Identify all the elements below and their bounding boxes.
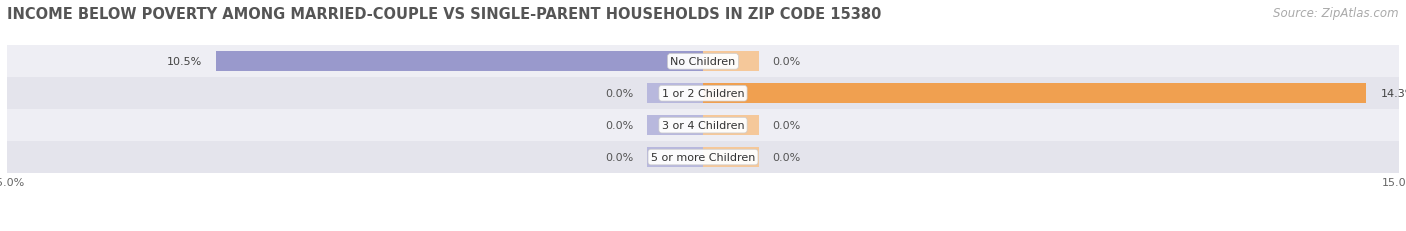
Text: INCOME BELOW POVERTY AMONG MARRIED-COUPLE VS SINGLE-PARENT HOUSEHOLDS IN ZIP COD: INCOME BELOW POVERTY AMONG MARRIED-COUPL… (7, 7, 882, 22)
Text: 3 or 4 Children: 3 or 4 Children (662, 121, 744, 131)
Bar (703, 84, 1367, 104)
Bar (703, 148, 759, 167)
Text: 0.0%: 0.0% (605, 121, 633, 131)
Bar (647, 84, 703, 104)
Bar (703, 52, 759, 72)
Bar (7, 78, 1399, 110)
Bar (217, 52, 703, 72)
Bar (703, 116, 759, 135)
Text: 10.5%: 10.5% (167, 57, 202, 67)
Bar (7, 141, 1399, 173)
Text: 0.0%: 0.0% (773, 152, 801, 162)
Bar (647, 148, 703, 167)
Text: 14.3%: 14.3% (1381, 89, 1406, 99)
Text: 0.0%: 0.0% (773, 121, 801, 131)
Bar (7, 110, 1399, 141)
Text: Source: ZipAtlas.com: Source: ZipAtlas.com (1274, 7, 1399, 20)
Text: 1 or 2 Children: 1 or 2 Children (662, 89, 744, 99)
Text: 0.0%: 0.0% (605, 152, 633, 162)
Text: 5 or more Children: 5 or more Children (651, 152, 755, 162)
Text: 0.0%: 0.0% (605, 89, 633, 99)
Text: No Children: No Children (671, 57, 735, 67)
Bar (7, 46, 1399, 78)
Text: 0.0%: 0.0% (773, 57, 801, 67)
Bar (647, 116, 703, 135)
